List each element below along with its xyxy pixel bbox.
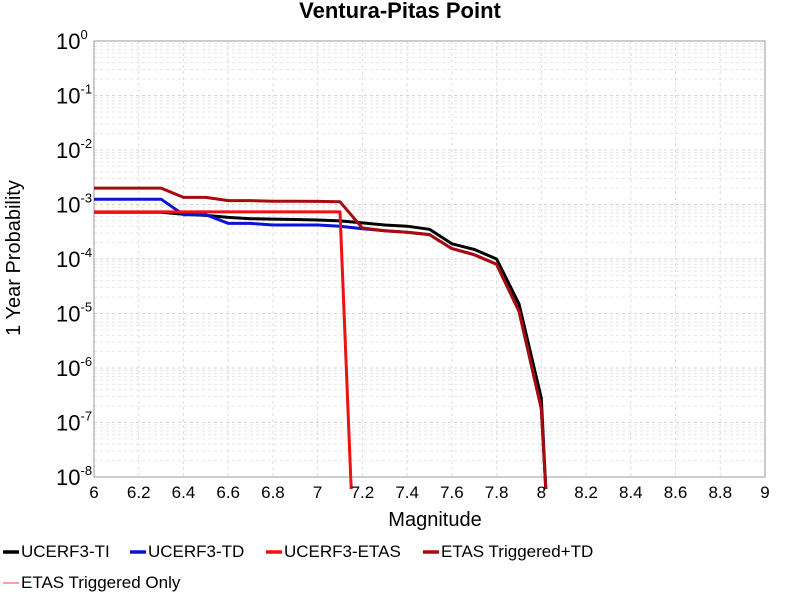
y-tick-label: 10-5 (56, 300, 92, 327)
y-tick-label: 10-4 (56, 245, 92, 272)
y-tick-label: 10-1 (56, 82, 92, 109)
x-tick-label: 6.2 (127, 483, 151, 502)
y-axis-label: 1 Year Probability (3, 180, 25, 336)
x-tick-label: 8.8 (708, 483, 732, 502)
legend-label: UCERF3-ETAS (284, 542, 401, 561)
y-tick-label: 10-6 (56, 354, 92, 381)
chart-legend: UCERF3-TI UCERF3-TD UCERF3-ETAS ETAS Trigge… (3, 542, 593, 592)
legend-label: UCERF3-TD (148, 542, 244, 561)
x-tick-label: 6 (89, 483, 98, 502)
y-tick-label: 10-3 (56, 191, 92, 218)
x-tick-label: 6.6 (216, 483, 240, 502)
y-tick-label: 10-8 (56, 463, 92, 490)
legend-label: UCERF3-TI (21, 542, 110, 561)
y-axis-ticks: 100 10-1 10-2 10-3 10-4 10-5 10-6 10-7 10-8 (56, 27, 92, 490)
legend-label: ETAS Triggered+TD (441, 542, 593, 561)
legend-label: ETAS Triggered Only (21, 573, 181, 592)
y-tick-label: 100 (56, 27, 88, 54)
x-tick-label: 8 (537, 483, 546, 502)
chart-title: Ventura-Pitas Point (299, 0, 501, 23)
series-line (94, 210, 353, 490)
x-tick-label: 7 (313, 483, 322, 502)
x-axis-label: Magnitude (388, 509, 481, 531)
x-tick-label: 9 (760, 483, 769, 502)
x-tick-label: 8.2 (574, 483, 598, 502)
x-tick-label: 7.4 (395, 483, 419, 502)
chart-series (94, 186, 548, 490)
x-tick-label: 6.4 (172, 483, 196, 502)
x-axis-ticks: 6 6.2 6.4 6.6 6.8 7 7.2 7.4 7.6 7.8 8 8.2 8.4 8.6 8.8 9 (89, 483, 769, 502)
plot-area-frame (93, 40, 766, 478)
x-tick-label: 7.2 (351, 483, 375, 502)
y-tick-label: 10-2 (56, 136, 92, 163)
x-tick-label: 6.8 (261, 483, 285, 502)
series-line (94, 186, 548, 490)
x-tick-label: 7.8 (485, 483, 509, 502)
y-tick-label: 10-7 (56, 409, 92, 436)
x-tick-label: 7.6 (440, 483, 464, 502)
x-tick-label: 8.6 (664, 483, 688, 502)
x-tick-label: 8.4 (619, 483, 643, 502)
